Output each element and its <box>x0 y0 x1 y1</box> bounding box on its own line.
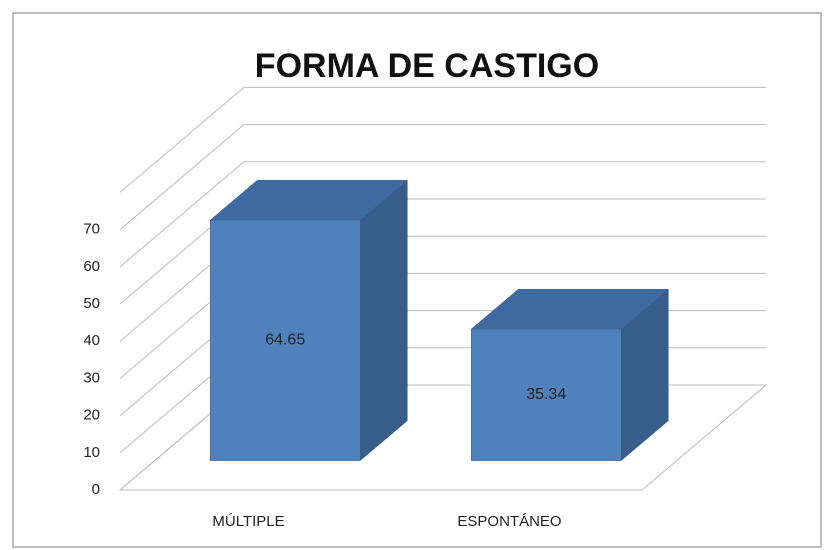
grid-line <box>119 161 245 268</box>
y-tick-label: 10 <box>83 444 100 461</box>
data-label: 35.34 <box>526 386 566 403</box>
bar-front <box>209 219 361 461</box>
y-tick-label: 0 <box>92 481 100 498</box>
bar-side <box>359 179 408 462</box>
bar <box>470 288 670 462</box>
y-tick-label: 40 <box>83 332 100 349</box>
grid-line <box>119 124 245 230</box>
x-tick-label: MÚLTIPLE <box>212 513 284 530</box>
y-tick-label: 60 <box>83 258 100 275</box>
y-tick-label: 20 <box>83 407 100 424</box>
wall-top <box>119 87 245 193</box>
chart-title: FORMA DE CASTIGO <box>255 47 599 85</box>
chart-border <box>12 12 822 548</box>
bar <box>209 179 409 462</box>
y-tick-label: 30 <box>83 369 100 386</box>
bar-front <box>470 328 622 461</box>
data-label: 64.65 <box>265 332 305 349</box>
x-tick-label: ESPONTÁNEO <box>457 513 561 530</box>
y-tick-label: 50 <box>83 295 100 312</box>
y-tick-label: 70 <box>83 221 100 238</box>
